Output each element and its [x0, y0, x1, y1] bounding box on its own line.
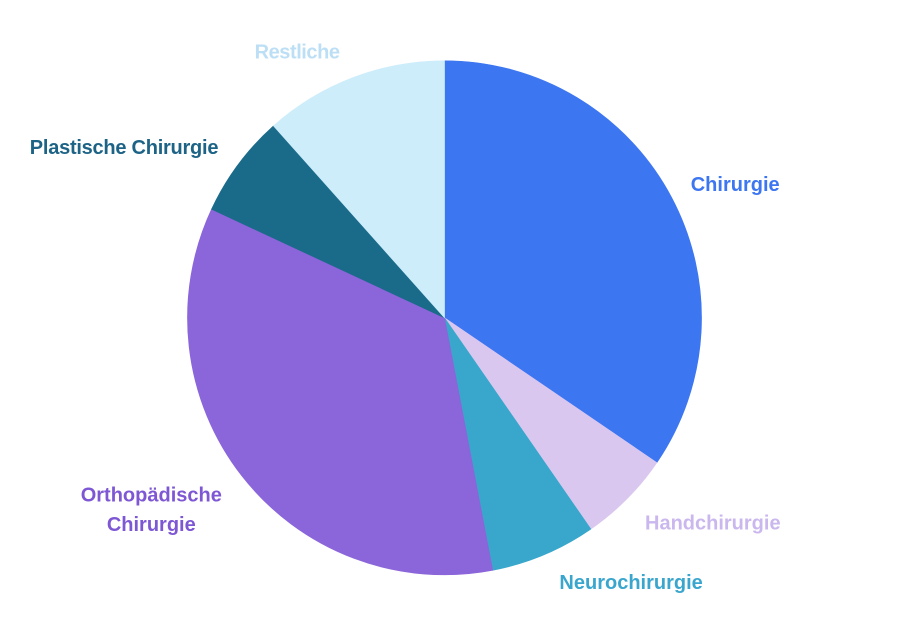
svg-text:Neurochirurgie: Neurochirurgie — [559, 572, 702, 594]
svg-text:Restliche: Restliche — [255, 41, 340, 63]
svg-text:Handchirurgie: Handchirurgie — [645, 513, 781, 535]
svg-text:Plastische Chirurgie: Plastische Chirurgie — [30, 137, 219, 159]
svg-text:Chirurgie: Chirurgie — [107, 514, 196, 536]
svg-text:Orthopädische: Orthopädische — [81, 485, 222, 507]
svg-text:Chirurgie: Chirurgie — [691, 174, 780, 196]
